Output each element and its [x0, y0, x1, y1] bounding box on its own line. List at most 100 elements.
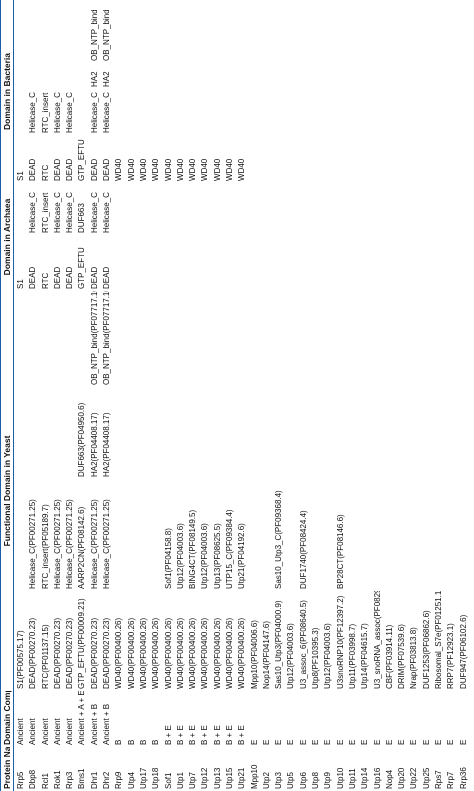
cell: DEAD [28, 266, 38, 289]
cell [248, 479, 260, 591]
cell [174, 63, 186, 89]
cell [322, 291, 334, 387]
row: Utp13 B + E WD40(PF00400.26) Utp13(PF08625.… [211, 0, 223, 791]
cell [186, 0, 198, 63]
cell: B + E [237, 725, 247, 745]
cell [383, 387, 395, 479]
cell [334, 135, 346, 183]
cell [273, 135, 285, 183]
cell: Rcl1 [40, 772, 50, 789]
cell [260, 0, 272, 63]
cell [322, 183, 334, 235]
cell: DEAD(PF00270.23) [102, 617, 112, 689]
cell: RTC [40, 272, 50, 289]
cell [137, 291, 149, 387]
cell [371, 387, 383, 479]
cell: Utp5 [286, 772, 296, 789]
cell: E [421, 739, 431, 745]
cell [236, 183, 248, 235]
cell: Utp14 [360, 767, 370, 789]
cell: WD40(PF00400.26) [114, 617, 124, 689]
cell [125, 89, 137, 135]
row: Utp5 E Utp12(PF04003.6) [285, 0, 297, 791]
row: Utp9 E Utp12(PF04003.6) [322, 0, 334, 791]
cell: Utp12 [200, 767, 210, 789]
cell [137, 89, 149, 135]
cell [432, 63, 444, 89]
cell [359, 135, 371, 183]
cell [223, 183, 235, 235]
cell [457, 235, 469, 291]
cell: WD40 [237, 158, 247, 181]
cell [260, 135, 272, 183]
row: Dhr1 Ancient + B DEAD(PF00270.23) Helicase_… [88, 0, 100, 791]
cell [63, 291, 75, 387]
cell [236, 235, 248, 291]
cell [396, 63, 408, 89]
cell [186, 235, 198, 291]
cell: WD40(PF00400.26) [163, 617, 173, 689]
cell [445, 387, 457, 479]
cell: B + E [200, 725, 210, 745]
cell [27, 0, 39, 63]
cell [174, 0, 186, 63]
cell [248, 387, 260, 479]
cell: E [323, 739, 333, 745]
cell [396, 479, 408, 591]
cell: DEAD [65, 266, 75, 289]
cell [445, 183, 457, 235]
row: Utp3 E Sas10_Utp3(PF04000.9) Sas10_Utp3_C(P… [273, 0, 285, 791]
cell: RTC_insert(PF05189.7) [40, 504, 50, 589]
cell [150, 89, 162, 135]
cell [150, 183, 162, 235]
cell: WD40(PF00400.26) [188, 617, 198, 689]
cell: B [126, 739, 136, 745]
cell [457, 479, 469, 591]
cell [273, 235, 285, 291]
cell [248, 89, 260, 135]
cell [371, 63, 383, 89]
cell: E [372, 739, 382, 745]
row: Utp6 E U3_assoc_6(PF08640.5) DUF1740(PF0842… [297, 0, 309, 791]
cell [408, 387, 420, 479]
cell [260, 387, 272, 479]
cell [334, 0, 346, 63]
cell [236, 291, 248, 387]
cell [420, 235, 432, 291]
cell [396, 235, 408, 291]
cell: Utp12(PF04003.6) [323, 623, 333, 689]
cell [211, 235, 223, 291]
cell [297, 135, 309, 183]
cell [236, 387, 248, 479]
row: Utp25 E DUF1253(PF06862.6) [420, 0, 432, 791]
cell [260, 291, 272, 387]
cell [199, 291, 211, 387]
cell [236, 89, 248, 135]
cell [113, 235, 125, 291]
cell [125, 479, 137, 591]
cell: Dhr2 [102, 771, 112, 789]
cell: Utp11 [347, 768, 357, 789]
header: Protein Name [0, 747, 14, 791]
cell [408, 0, 420, 63]
cell: B [138, 739, 148, 745]
cell: Helicase_C [89, 92, 99, 133]
cell: DRIM(PF07539.6) [397, 624, 407, 689]
cell: AARP2CN(PF08142.6) [77, 506, 87, 589]
cell: E [458, 739, 468, 745]
cell [150, 0, 162, 63]
cell: DEAD [102, 266, 112, 289]
cell [199, 0, 211, 63]
cell: B + E [212, 725, 222, 745]
cell: WD40 [200, 158, 210, 181]
cell [211, 387, 223, 479]
cell: Rrp7 [446, 771, 456, 789]
cell [371, 183, 383, 235]
cell [174, 183, 186, 235]
cell [322, 135, 334, 183]
cell [432, 387, 444, 479]
cell: Helicase_C [65, 192, 75, 233]
cell: Utp10 [335, 767, 345, 789]
cell: E [261, 739, 271, 745]
